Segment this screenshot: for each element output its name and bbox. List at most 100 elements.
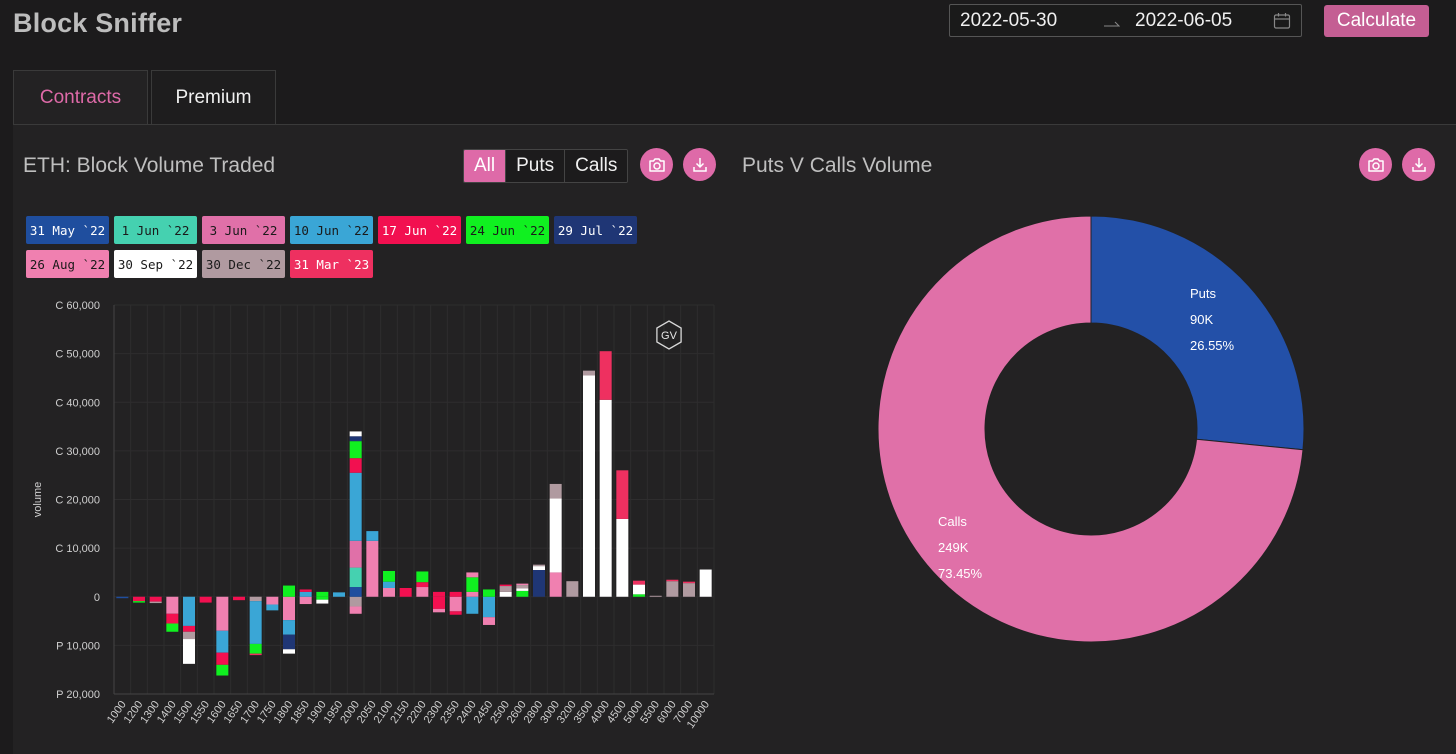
- bar-segment[interactable]: [133, 601, 145, 603]
- bar-segment[interactable]: [433, 608, 445, 613]
- right-download-button[interactable]: [1402, 148, 1435, 181]
- left-camera-button[interactable]: [640, 148, 673, 181]
- bar-segment[interactable]: [349, 458, 362, 473]
- bar-segment[interactable]: [566, 581, 579, 597]
- bar-segment[interactable]: [483, 617, 495, 625]
- donut-slice-calls[interactable]: [877, 215, 1304, 643]
- bar-segment[interactable]: [466, 572, 479, 578]
- bar-segment[interactable]: [299, 591, 312, 597]
- legend-item[interactable]: 31 May `22: [26, 216, 109, 244]
- bar-segment[interactable]: [166, 596, 179, 614]
- bar-segment[interactable]: [333, 592, 345, 597]
- legend-item[interactable]: 1 Jun `22: [114, 216, 197, 244]
- bar-segment[interactable]: [516, 588, 529, 591]
- bar-segment[interactable]: [216, 652, 229, 665]
- bar-segment[interactable]: [183, 631, 195, 640]
- bar-segment[interactable]: [683, 583, 695, 597]
- bar-segment[interactable]: [666, 581, 679, 597]
- legend-item[interactable]: 30 Sep `22: [114, 250, 197, 278]
- bar-segment[interactable]: [283, 649, 295, 654]
- bar-segment[interactable]: [533, 566, 545, 571]
- bar-segment[interactable]: [583, 370, 595, 376]
- bar-segment[interactable]: [233, 596, 245, 601]
- bar-segment[interactable]: [416, 582, 429, 588]
- bar-segment[interactable]: [633, 580, 645, 585]
- bar-segment[interactable]: [533, 570, 545, 597]
- bar-segment[interactable]: [299, 596, 312, 605]
- bar-segment[interactable]: [149, 601, 162, 604]
- bar-segment[interactable]: [466, 577, 479, 592]
- legend-item[interactable]: 31 Mar `23: [290, 250, 373, 278]
- bar-segment[interactable]: [166, 623, 179, 632]
- bar-segment[interactable]: [349, 431, 362, 437]
- bar-segment[interactable]: [416, 571, 429, 583]
- bar-segment[interactable]: [266, 604, 279, 611]
- legend-item[interactable]: 24 Jun `22: [466, 216, 549, 244]
- bar-segment[interactable]: [216, 664, 229, 676]
- bar-segment[interactable]: [399, 587, 412, 597]
- bar-segment[interactable]: [349, 472, 362, 541]
- bar-segment[interactable]: [283, 596, 295, 621]
- bar-segment[interactable]: [299, 589, 312, 592]
- bar-segment[interactable]: [449, 611, 462, 615]
- bar-segment[interactable]: [583, 375, 595, 597]
- bar-segment[interactable]: [249, 601, 262, 644]
- bar-segment[interactable]: [499, 591, 512, 597]
- bar-segment[interactable]: [499, 584, 512, 587]
- bar-segment[interactable]: [249, 643, 262, 654]
- left-download-button[interactable]: [683, 148, 716, 181]
- bar-segment[interactable]: [283, 620, 295, 635]
- bar-segment[interactable]: [483, 596, 495, 618]
- tab-contracts[interactable]: Contracts: [13, 70, 148, 125]
- bar-segment[interactable]: [166, 613, 179, 624]
- bar-segment[interactable]: [533, 564, 545, 567]
- right-camera-button[interactable]: [1359, 148, 1392, 181]
- bar-segment[interactable]: [199, 596, 212, 603]
- legend-item[interactable]: 30 Dec `22: [202, 250, 285, 278]
- bar-segment[interactable]: [183, 625, 195, 632]
- bar-segment[interactable]: [349, 441, 362, 459]
- bar-segment[interactable]: [266, 596, 279, 605]
- bar-segment[interactable]: [149, 596, 162, 602]
- bar-segment[interactable]: [466, 596, 479, 614]
- bar-segment[interactable]: [116, 596, 129, 599]
- bar-segment[interactable]: [516, 590, 529, 597]
- bar-segment[interactable]: [316, 599, 329, 604]
- bar-segment[interactable]: [283, 634, 295, 650]
- bar-segment[interactable]: [633, 594, 645, 597]
- bar-segment[interactable]: [616, 470, 629, 519]
- bar-segment[interactable]: [449, 596, 462, 612]
- filter-puts-button[interactable]: Puts: [506, 150, 566, 182]
- bar-segment[interactable]: [433, 596, 445, 609]
- bar-segment[interactable]: [666, 579, 679, 582]
- bar-segment[interactable]: [466, 591, 479, 597]
- bar-segment[interactable]: [699, 569, 712, 597]
- bar-segment[interactable]: [616, 518, 629, 597]
- bar-segment[interactable]: [383, 587, 395, 597]
- bar-segment[interactable]: [216, 596, 229, 631]
- bar-segment[interactable]: [683, 581, 695, 584]
- bar-segment[interactable]: [349, 596, 362, 607]
- end-date-input[interactable]: 2022-06-05: [1135, 10, 1233, 31]
- bar-segment[interactable]: [433, 591, 445, 597]
- bar-segment[interactable]: [183, 596, 195, 626]
- legend-item[interactable]: 29 Jul `22: [554, 216, 637, 244]
- filter-calls-button[interactable]: Calls: [565, 150, 628, 182]
- start-date-input[interactable]: 2022-05-30: [960, 10, 1058, 31]
- bar-segment[interactable]: [349, 540, 362, 568]
- bar-segment[interactable]: [216, 630, 229, 653]
- bar-segment[interactable]: [416, 587, 429, 597]
- bar-segment[interactable]: [349, 436, 362, 442]
- bar-segment[interactable]: [349, 606, 362, 614]
- bar-segment[interactable]: [316, 596, 329, 600]
- bar-segment[interactable]: [366, 531, 379, 541]
- bar-segment[interactable]: [183, 639, 195, 664]
- bar-segment[interactable]: [516, 585, 529, 589]
- tab-premium[interactable]: Premium: [151, 70, 276, 125]
- date-range-picker[interactable]: 2022-05-30 2022-06-05: [949, 4, 1302, 37]
- legend-item[interactable]: 26 Aug `22: [26, 250, 109, 278]
- bar-segment[interactable]: [549, 483, 562, 499]
- bar-segment[interactable]: [383, 581, 395, 588]
- bar-segment[interactable]: [599, 351, 612, 400]
- bar-segment[interactable]: [316, 591, 329, 597]
